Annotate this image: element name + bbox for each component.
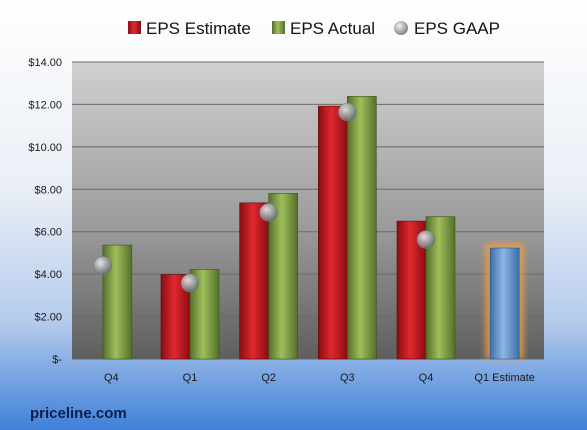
gaap-point: [338, 102, 357, 122]
bar-estimate-highlight: [489, 247, 520, 360]
legend-swatch-actual: [272, 21, 285, 34]
bars: [102, 96, 525, 360]
y-tick-label: $12.00: [28, 99, 62, 111]
bar-eps-actual: [268, 193, 298, 360]
y-tick-label: $-: [52, 354, 62, 366]
x-tick-label: Q1 Estimate: [474, 372, 535, 384]
bar-eps-estimate: [318, 105, 348, 360]
x-axis-ticks: Q4 Q1 Q2 Q3 Q4 Q1 Estimate: [104, 372, 535, 384]
legend-label-actual: EPS Actual: [290, 19, 375, 38]
gaap-point: [416, 230, 436, 249]
gridlines: [72, 61, 544, 360]
legend-item-actual: EPS Actual: [272, 19, 375, 38]
legend-label-gaap: EPS GAAP: [414, 19, 500, 38]
x-tick-label: Q2: [261, 372, 276, 384]
x-tick-label: Q3: [340, 372, 355, 384]
y-tick-label: $8.00: [34, 184, 62, 196]
bar-eps-estimate: [239, 202, 269, 360]
x-tick-label: Q4: [104, 372, 119, 384]
gaap-markers: [93, 102, 436, 293]
legend-item-gaap: EPS GAAP: [394, 19, 500, 38]
y-axis-ticks: $- $2.00 $4.00 $6.00 $8.00 $10.00 $12.00 $14.00: [28, 57, 62, 366]
y-tick-label: $4.00: [34, 269, 62, 281]
legend-marker-gaap: [394, 21, 408, 35]
bar-eps-actual: [347, 96, 377, 360]
y-tick-label: $10.00: [28, 142, 62, 154]
legend-swatch-estimate: [128, 21, 141, 34]
plot-area: [72, 62, 544, 359]
gaap-point: [180, 273, 200, 293]
legend: EPS Estimate EPS Actual EPS GAAP: [128, 19, 500, 38]
gaap-point: [93, 256, 113, 275]
x-tick-label: Q4: [419, 372, 434, 384]
x-tick-label: Q1: [183, 372, 198, 384]
legend-item-estimate: EPS Estimate: [128, 19, 251, 38]
y-tick-label: $2.00: [34, 312, 62, 324]
legend-label-estimate: EPS Estimate: [146, 19, 251, 38]
gaap-point: [259, 203, 278, 222]
y-tick-label: $6.00: [34, 227, 62, 239]
y-tick-label: $14.00: [28, 57, 62, 69]
brand-logo-text: priceline.com: [30, 405, 127, 422]
